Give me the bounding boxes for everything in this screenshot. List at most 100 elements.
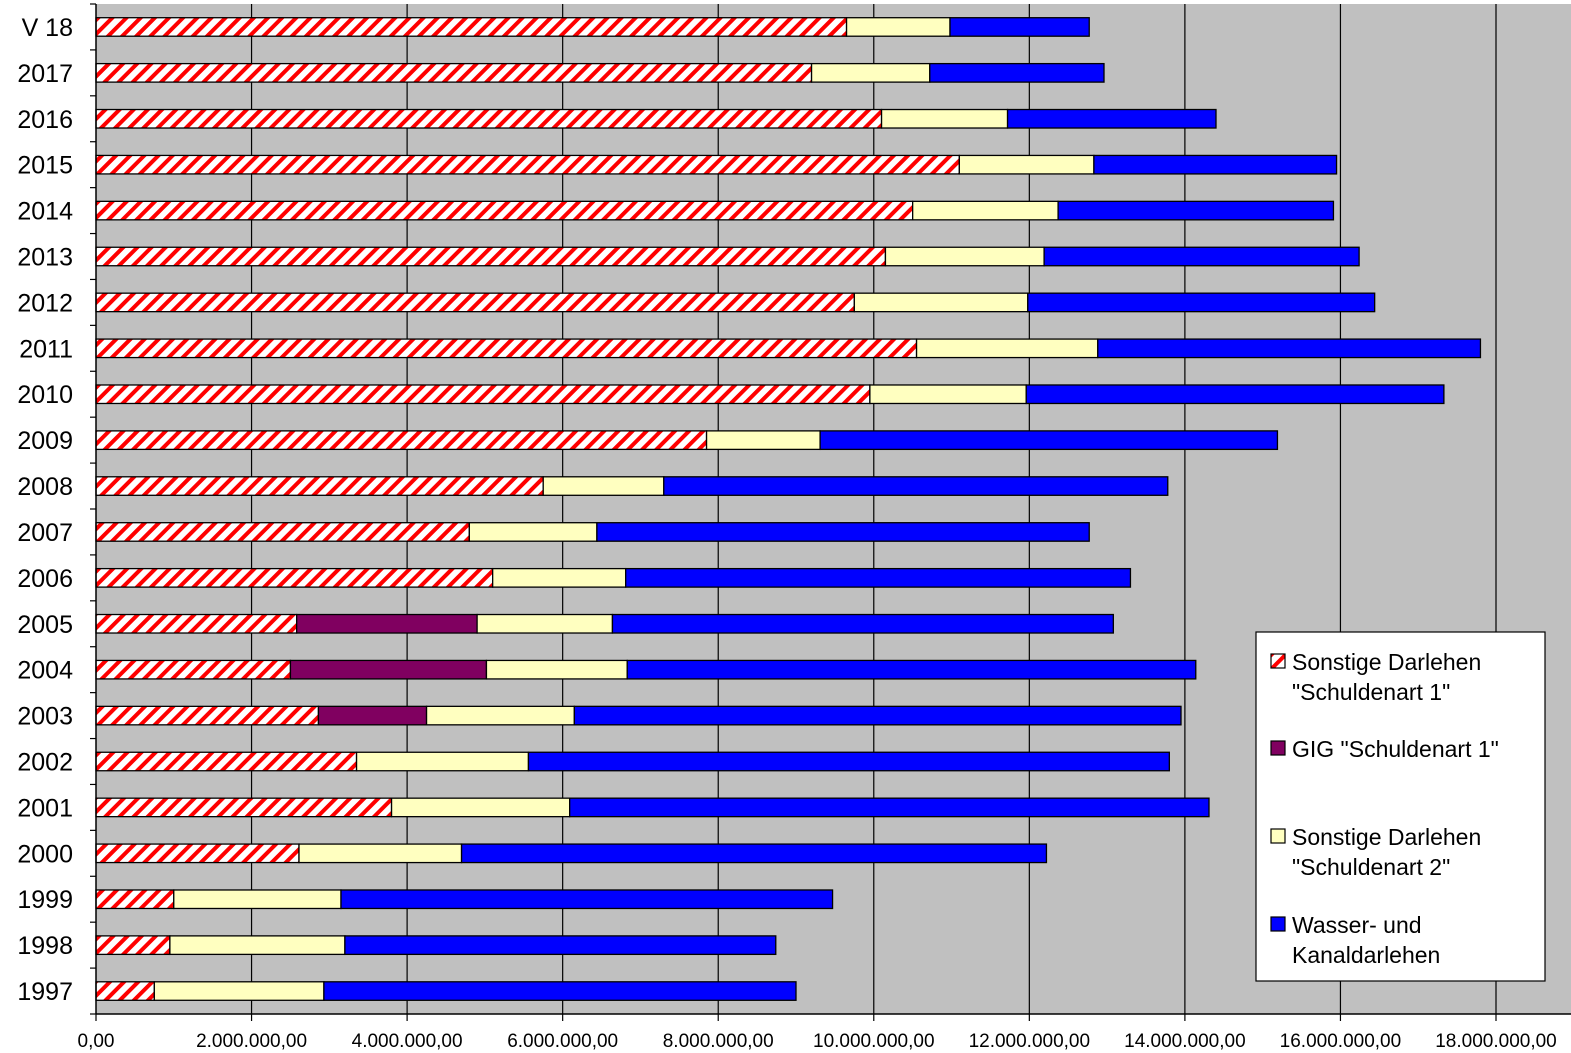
category-label: 2013 — [17, 244, 73, 272]
bar-segment — [95, 154, 960, 175]
bar-segment — [476, 613, 614, 634]
bar-segment — [625, 567, 1132, 588]
bar-segment — [95, 292, 855, 313]
bar-segment — [95, 522, 470, 542]
bar-segment — [355, 751, 530, 772]
bar-segment — [95, 889, 175, 910]
bar-segment — [869, 384, 1027, 405]
legend-label: Kanaldarlehen — [1292, 942, 1440, 968]
bar-segment — [573, 705, 1182, 726]
bar-segment — [95, 384, 871, 405]
bar-segment — [95, 476, 544, 496]
bar-segment — [929, 62, 1105, 83]
category-label: 2012 — [17, 289, 73, 317]
category-labels: V 18 2017 2016 2015 2014 2013 2012 2011 2010 2009… — [17, 14, 73, 1006]
legend-label: "Schuldenart 2" — [1292, 854, 1450, 880]
category-label: 2009 — [17, 427, 73, 455]
bar-segment — [95, 108, 883, 129]
bar-segment — [1027, 292, 1376, 313]
bar-segment — [527, 751, 1170, 772]
category-label: 2000 — [17, 840, 73, 868]
category-label: 2005 — [17, 611, 73, 639]
bar-segment — [95, 613, 298, 634]
legend-box — [1255, 631, 1546, 982]
bar-segment — [853, 292, 1029, 313]
bar-segment — [95, 17, 848, 37]
legend-swatch — [1270, 916, 1286, 932]
bar-segment — [596, 522, 1090, 542]
bar-segment — [460, 843, 1048, 864]
bar-segment — [95, 567, 494, 588]
x-tick-label: 10.000.000,00 — [813, 1031, 935, 1052]
axes — [90, 3, 1571, 1021]
bar-segment — [663, 476, 1169, 496]
legend-label: "Schuldenart 1" — [1292, 679, 1450, 705]
bar-segment — [880, 108, 1009, 129]
bar-segment — [289, 659, 488, 680]
bar-segment — [819, 430, 1279, 451]
bar-segment — [95, 797, 393, 818]
bar-segment — [169, 935, 346, 956]
category-label: V 18 — [22, 14, 73, 42]
category-label: 2017 — [17, 60, 73, 88]
x-tick-label: 14.000.000,00 — [1124, 1031, 1246, 1052]
bar-segment — [468, 522, 598, 542]
x-tick-label: 6.000.000,00 — [507, 1031, 618, 1052]
x-tick-label: 8.000.000,00 — [663, 1031, 774, 1052]
bar-segment — [95, 338, 918, 359]
bar-segment — [542, 476, 665, 496]
bar-segment — [95, 430, 708, 451]
category-label: 2015 — [17, 152, 73, 180]
category-label: 2016 — [17, 106, 73, 134]
category-label: 2006 — [17, 565, 73, 593]
legend-swatch — [1270, 828, 1286, 844]
bar-segment — [1025, 384, 1445, 405]
bar-segment — [485, 659, 628, 680]
bar-segment — [810, 62, 931, 83]
category-label: 1997 — [17, 978, 73, 1006]
x-tick-label: 2.000.000,00 — [196, 1031, 307, 1052]
bar-segment — [1006, 108, 1217, 129]
bar-segment — [611, 613, 1114, 634]
legend-label: Sonstige Darlehen — [1292, 649, 1481, 675]
x-tick-label: 18.000.000,00 — [1435, 1031, 1557, 1052]
bar-segment — [344, 935, 777, 956]
x-tick-label: 12.000.000,00 — [969, 1031, 1091, 1052]
legend-swatch — [1270, 740, 1286, 756]
bar-segment — [95, 843, 300, 864]
bar-segment — [390, 797, 571, 818]
category-label: 2014 — [17, 198, 73, 226]
bar-segment — [296, 613, 478, 634]
x-tick-label: 4.000.000,00 — [352, 1031, 463, 1052]
bar-segment — [1093, 154, 1338, 175]
bar-segment — [95, 659, 292, 680]
legend-label: GIG "Schuldenart 1" — [1292, 736, 1499, 762]
category-label: 2011 — [19, 335, 73, 363]
bar-segment — [949, 17, 1090, 37]
bar-segment — [95, 62, 813, 83]
legend-label: Sonstige Darlehen — [1292, 824, 1481, 850]
bar-segment — [626, 659, 1197, 680]
bar-segment — [298, 843, 463, 864]
bar-segment — [173, 889, 342, 910]
bar-segment — [1043, 246, 1360, 267]
bar-segment — [95, 200, 914, 221]
category-label: 2008 — [17, 473, 73, 501]
bar-segment — [153, 981, 325, 1001]
legend: Sonstige Darlehen "Schuldenart 1" GIG "Sch… — [1255, 631, 1546, 982]
bar-segment — [705, 430, 821, 451]
category-label: 2002 — [17, 749, 73, 777]
bar-segment — [95, 246, 887, 267]
bar-segment — [95, 705, 320, 726]
bar-segment — [340, 889, 834, 910]
legend-label: Wasser- und — [1292, 912, 1422, 938]
bar-segment — [884, 246, 1045, 267]
category-label: 2007 — [17, 519, 73, 547]
category-label: 1998 — [17, 932, 73, 960]
bar-segment — [569, 797, 1210, 818]
bar-segment — [317, 705, 428, 726]
bar-segment — [95, 935, 171, 956]
category-label: 1999 — [17, 886, 73, 914]
bar-segment — [845, 17, 951, 37]
